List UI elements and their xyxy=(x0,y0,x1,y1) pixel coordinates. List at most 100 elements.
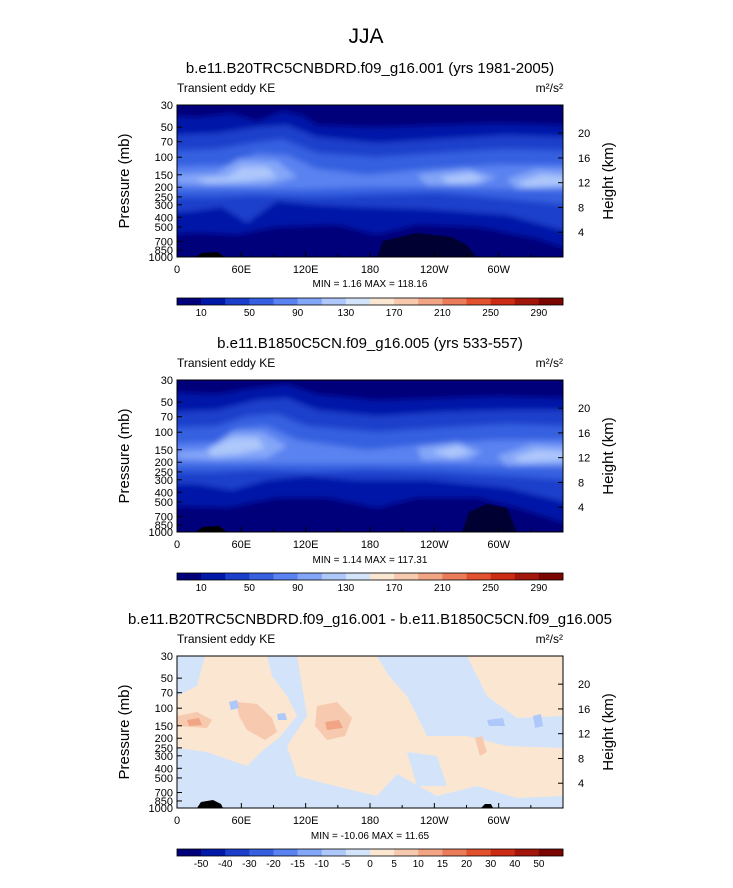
panel-1-y-tick-label-4: 150 xyxy=(155,170,173,182)
panel-2-colorbar-label-5: 210 xyxy=(434,583,451,594)
panel-3-band-15 xyxy=(533,714,543,728)
panel-3-colorbar-segment-12 xyxy=(466,849,491,856)
panel-3-y2-tick-label-0: 20 xyxy=(578,679,590,691)
panel-3-y-tick-label-1: 50 xyxy=(161,673,173,685)
panel-2-ylabel: Pressure (mb) xyxy=(116,408,133,503)
panel-2-x-tick-label-0: 0 xyxy=(174,539,180,551)
panel-1-y-tick-label-12: 1000 xyxy=(149,252,173,264)
panel-1-y-tick-label-10: 700 xyxy=(155,237,173,249)
panel-1-y-tick-label-3: 100 xyxy=(155,152,173,164)
panel-3-colorbar-label-6: -5 xyxy=(341,859,350,870)
panel-1-land-mask xyxy=(195,252,225,257)
panel-1-surface-dark xyxy=(377,233,477,257)
panel-3-colorbar-label-1: -40 xyxy=(218,859,233,870)
panel-1-minmax: MIN = 1.16 MAX = 118.16 xyxy=(313,279,428,290)
panel-3-y-tick-label-10: 700 xyxy=(155,788,173,800)
panel-3-land-mask-2 xyxy=(481,804,493,808)
panel-2-colorbar-segment-12 xyxy=(466,573,491,580)
panel-2-y2-tick-label-0: 20 xyxy=(578,403,590,415)
panel-1-colorbar-frame xyxy=(176,297,564,306)
panel-3-y-tick-label-4: 150 xyxy=(155,721,173,733)
panel-3-y-tick-label-9: 500 xyxy=(155,773,173,785)
panel-3-y2-tick-label-2: 12 xyxy=(578,729,590,741)
panel-3-y2-tick-label-1: 16 xyxy=(578,704,590,716)
panel-2-minmax: MIN = 1.14 MAX = 117.31 xyxy=(313,555,428,566)
panel-2-colorbar-label-4: 170 xyxy=(386,583,403,594)
panel-2-colorbar-segment-8 xyxy=(370,573,395,580)
panel-1-y2-tick-label-1: 16 xyxy=(578,153,590,165)
panel-1-x-tick-label-2: 120E xyxy=(293,264,319,276)
panel-1-colorbar-segment-13 xyxy=(490,298,516,305)
panel-3-contours xyxy=(177,656,563,798)
panel-1-left-label: Transient eddy KE xyxy=(177,81,275,95)
panel-2-colorbar-label-7: 290 xyxy=(531,583,548,594)
panel-3-colorbar-segment-4 xyxy=(273,849,298,856)
panel-2-y-tick-label-2: 70 xyxy=(161,412,173,424)
panel-3-x-tick-label-0: 0 xyxy=(174,815,180,827)
panel-3-minmax: MIN = -10.06 MAX = 11.65 xyxy=(311,831,430,842)
panel-3-y2-tick-label-3: 8 xyxy=(578,753,584,765)
panel-2-colorbar-segment-11 xyxy=(442,573,467,580)
panel-2-band-8 xyxy=(207,438,265,456)
panel-1-y2-tick-label-3: 8 xyxy=(578,202,584,214)
panel-2-colorbar-label-1: 50 xyxy=(244,583,256,594)
panel-3-y-tick-label-12: 1000 xyxy=(149,803,173,815)
panel-1-colorbar-segment-4 xyxy=(273,298,298,305)
panel-1-colorbar-segment-10 xyxy=(418,298,443,305)
panel-1-y-tick-label-5: 200 xyxy=(155,182,173,194)
panel-3-colorbar-segment-6 xyxy=(321,849,347,856)
panel-3-colorbar-segment-1 xyxy=(201,849,226,856)
panel-3-y-tick-label-0: 30 xyxy=(161,651,173,663)
panel-3: b.e11.B20TRC5CNBDRD.f09_g16.001 - b.e11.… xyxy=(116,611,617,870)
panel-3-x-tick-label-3: 180 xyxy=(361,815,379,827)
panel-2-y-tick-label-4: 150 xyxy=(155,445,173,457)
panel-1-colorbar-label-1: 50 xyxy=(244,308,256,319)
panel-3-y-tick-label-3: 100 xyxy=(155,703,173,715)
panel-3-band-5 xyxy=(407,752,447,786)
panel-3-plot-area xyxy=(177,656,563,808)
panel-3-y-tick-label-7: 300 xyxy=(155,751,173,763)
panel-2-y-tick-label-9: 500 xyxy=(155,497,173,509)
panel-3-colorbar-label-14: 50 xyxy=(533,859,545,870)
panel-1-colorbar-segment-7 xyxy=(345,298,371,305)
panel-3-band-13 xyxy=(277,713,287,720)
panel-2-band-10 xyxy=(432,446,472,458)
panel-1-colorbar-label-4: 170 xyxy=(386,308,403,319)
panel-3-x-ticks: 0 60E 120E 180 120W 60W xyxy=(174,803,532,827)
panel-3-band-9 xyxy=(475,736,487,756)
panel-1-y2-ticks: 20 16 12 8 4 xyxy=(558,128,590,239)
panel-3-x-tick-label-2: 120E xyxy=(293,815,319,827)
panel-1-y-tick-label-8: 400 xyxy=(155,212,173,224)
panel-3-land-mask-1 xyxy=(197,800,223,808)
panel-1-colorbar-segment-3 xyxy=(249,298,274,305)
panel-2-y2-tick-label-1: 16 xyxy=(578,428,590,440)
panel-2-colorbar-segment-13 xyxy=(490,573,516,580)
panel-2-colorbar: 10 50 90 130 170 210 250 290 xyxy=(176,572,564,594)
panel-1-units-label: m²/s² xyxy=(536,81,563,95)
panel-1-colorbar-segment-15 xyxy=(538,298,564,305)
panel-3-colorbar-label-10: 15 xyxy=(437,859,449,870)
panel-1-y2-tick-label-2: 12 xyxy=(578,178,590,190)
panel-1-y2-tick-label-4: 4 xyxy=(578,227,584,239)
panel-2-colorbar-frame xyxy=(176,572,564,581)
panel-3-y-tick-label-2: 70 xyxy=(161,688,173,700)
panel-1-colorbar-label-2: 90 xyxy=(292,308,304,319)
panel-2-colorbar-segment-6 xyxy=(321,573,347,580)
panel-1-colorbar-label-7: 290 xyxy=(531,308,548,319)
panel-1-y2label: Height (km) xyxy=(600,142,617,220)
panel-1-colorbar-label-6: 250 xyxy=(482,308,499,319)
panel-3-colorbar: -50 -40 -30 -20 -15 -10 -5 0 5 10 15 20 30 40 50 xyxy=(176,848,564,870)
panel-3-band-14 xyxy=(487,718,505,726)
panel-2-y2-tick-label-2: 12 xyxy=(578,453,590,465)
panel-2-colorbar-segment-4 xyxy=(273,573,298,580)
panel-3-x-tick-label-4: 120W xyxy=(420,815,449,827)
panel-3-colorbar-label-12: 30 xyxy=(485,859,497,870)
panel-2-colorbar-segment-15 xyxy=(538,573,564,580)
panel-1-contours xyxy=(177,111,563,248)
panel-1-y-tick-label-6: 250 xyxy=(155,192,173,204)
panel-2-title: b.e11.B1850C5CN.f09_g16.005 (yrs 533-557… xyxy=(217,335,523,352)
panel-2-colorbar-segment-0 xyxy=(177,573,202,580)
